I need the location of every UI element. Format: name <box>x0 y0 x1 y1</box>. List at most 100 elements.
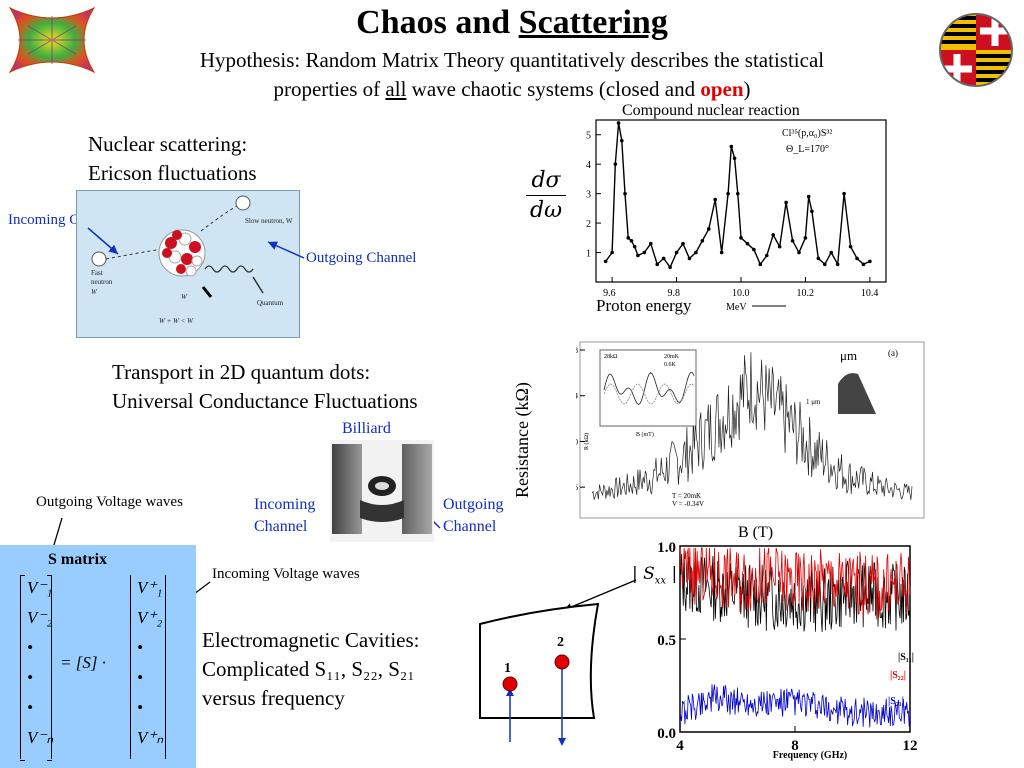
svg-text:Fast: Fast <box>91 269 103 277</box>
inset-xlabel: B (mT) <box>636 431 654 438</box>
hyp-text-a: properties of <box>273 77 386 101</box>
resistance-trace <box>591 352 913 501</box>
nuclear-chart: 1 2 3 4 5 9.6 9.8 10.0 10.2 10.4 MeV Cl³⁵(p,α₀)S³² Θ… <box>586 119 887 313</box>
hyp-all: all <box>385 77 407 101</box>
y-tick-label: 4 <box>586 160 591 171</box>
data-point <box>855 256 859 261</box>
inner-ylabel: R (kΩ) <box>583 433 590 450</box>
series-s21 <box>679 684 911 728</box>
x-unit-label: MeV <box>726 302 747 313</box>
data-point <box>790 238 795 243</box>
nuclear-heading: Nuclear scattering: Ericson fluctuations <box>88 130 257 188</box>
x-tick-label: 4 <box>676 738 684 754</box>
data-point <box>816 256 821 261</box>
rvec-entry: V⁺₁ <box>137 578 163 597</box>
transport-heading: Transport in 2D quantum dots: Universal … <box>112 358 418 416</box>
s-matrix-title: S matrix <box>48 551 108 568</box>
x-tick-label: 10.4 <box>861 288 879 299</box>
hyp-text-b: wave chaotic systems (closed and <box>406 77 701 101</box>
data-point <box>729 144 734 149</box>
y-tick-label: 16 <box>576 483 578 492</box>
x-tick-label: 9.6 <box>603 288 616 299</box>
data-point <box>655 262 660 267</box>
inset-title: 28kΩ <box>604 354 618 360</box>
outgoing-voltage-label: Outgoing Voltage waves <box>36 494 183 510</box>
rvec-entry: • <box>137 698 143 717</box>
x-tick-label: 10.2 <box>796 288 814 299</box>
y-tick-label: 2 <box>586 219 591 230</box>
rvec-entry: V⁺ₙ <box>137 728 164 747</box>
x-tick-label: 12 <box>903 738 918 754</box>
gate-voltage-label: V = -0.34V <box>672 500 704 508</box>
data-point <box>822 262 827 267</box>
data-point <box>739 236 743 240</box>
data-point <box>713 197 718 202</box>
y-tick-label: 1 <box>586 249 591 260</box>
reaction-label: Cl³⁵(p,α₀)S³² <box>782 128 832 139</box>
s-parameter-chart: 0.0 0.5 1.0 4 8 12 Frequency (GHz) |S₁₁| |S₂₂| |S… <box>657 540 918 761</box>
cavity-diagram: 1 2 <box>479 602 600 746</box>
data-point <box>626 236 631 240</box>
data-point <box>668 265 672 270</box>
data-point <box>681 241 685 246</box>
svg-text:W: W <box>91 288 98 296</box>
nuclear-heading-1: Nuclear scattering: <box>88 132 248 156</box>
transport-heading-2: Universal Conductance Fluctuations <box>112 389 418 413</box>
data-point <box>810 209 814 214</box>
cross-section-label: dσ dω <box>522 168 570 223</box>
panel-label: (a) <box>888 348 898 358</box>
hypothesis-line1: Hypothesis: Random Matrix Theory quantit… <box>199 48 825 72</box>
data-point <box>700 238 705 243</box>
data-point <box>806 194 811 199</box>
transport-incoming-2: Channel <box>254 518 308 535</box>
hypothesis: Hypothesis: Random Matrix Theory quantit… <box>80 46 944 104</box>
hypothesis-line2: properties of all wave chaotic systems (… <box>80 75 944 104</box>
data-point <box>771 233 776 237</box>
um-label: μm <box>840 348 857 363</box>
svg-text:W + W < W: W + W < W <box>159 317 194 325</box>
rvec-entry: • <box>137 668 143 687</box>
port-1-label: 1 <box>504 661 511 676</box>
s-matrix-box: S matrix V⁻₁ V⁻₂ • • • V⁻ₙ = [S] · V⁺₁ V⁺₂ • • • V… <box>0 545 196 768</box>
svg-text:Slow neutron, W: Slow neutron, W <box>245 217 293 225</box>
sem-inset-icon <box>838 373 876 414</box>
data-point <box>687 256 692 261</box>
data-point <box>661 256 666 261</box>
data-point <box>758 262 763 267</box>
rvec-entry: V⁺₂ <box>137 608 163 627</box>
data-point <box>603 259 608 264</box>
svg-text:Quantum: Quantum <box>257 299 284 307</box>
nuclear-plot-caption: Compound nuclear reaction <box>622 102 800 119</box>
data-point <box>726 191 730 196</box>
lvec-entry: V⁻ₙ <box>27 728 54 747</box>
transport-incoming-label: Incoming Channel <box>254 494 315 538</box>
data-point <box>848 244 853 249</box>
y-tick-label: 20 <box>576 437 578 446</box>
port-2-label: 2 <box>557 635 564 650</box>
data-point <box>732 156 737 161</box>
x-tick-label: 9.8 <box>668 288 681 299</box>
bfield-xlabel: B (T) <box>738 524 774 541</box>
transport-heading-1: Transport in 2D quantum dots: <box>112 360 371 384</box>
lvec-entry: • <box>27 698 33 717</box>
data-point <box>719 250 724 255</box>
svg-text:neutron: neutron <box>91 278 113 286</box>
data-point <box>745 241 750 246</box>
y-tick-label: 0.5 <box>657 633 676 649</box>
ylabel-denominator: dω <box>529 198 563 223</box>
resistance-ylabel: Resistance (kΩ) <box>512 382 532 498</box>
data-point <box>674 250 679 255</box>
legend-s21: |S₂₁| <box>888 696 904 707</box>
data-point <box>629 238 634 243</box>
data-point <box>764 253 769 258</box>
lvec-entry: • <box>27 638 33 657</box>
title-prefix: Chaos and <box>356 4 519 41</box>
temperature-label: T = 20mK <box>672 492 701 500</box>
data-point <box>803 236 808 240</box>
x-tick-label: 10.0 <box>732 288 750 299</box>
billiard-micrograph <box>330 440 434 542</box>
nuclear-heading-2: Ericson fluctuations <box>88 161 257 185</box>
frequency-xlabel: Frequency (GHz) <box>773 750 848 761</box>
incoming-voltage-label: Incoming Voltage waves <box>212 566 360 582</box>
transport-incoming-1: Incoming <box>254 496 316 513</box>
